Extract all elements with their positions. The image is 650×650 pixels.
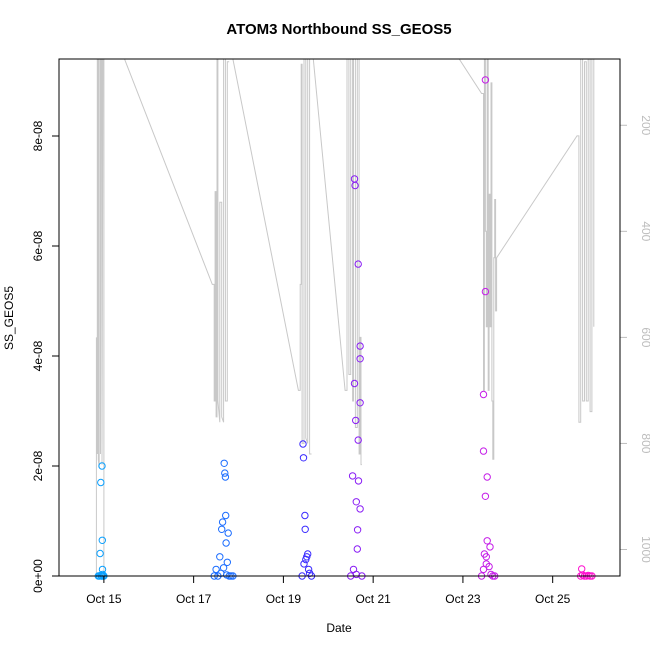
- data-point: [354, 436, 362, 444]
- data-point: [219, 564, 228, 572]
- data-point: [300, 560, 308, 568]
- data-point: [304, 550, 312, 558]
- data-point: [221, 469, 229, 477]
- data-point: [218, 525, 226, 533]
- data-point: [487, 570, 495, 579]
- data-point: [479, 390, 488, 399]
- data-point: [301, 511, 309, 520]
- y-tick-label: 6e-08: [31, 230, 45, 261]
- data-point: [216, 553, 224, 561]
- data-point: [483, 473, 491, 481]
- data-point: [354, 477, 363, 485]
- data-point: [483, 537, 491, 545]
- y-tick-label: 8e-08: [31, 120, 45, 151]
- right-tick-label: 600: [639, 327, 650, 347]
- data-point: [356, 342, 364, 350]
- data-point: [299, 440, 307, 448]
- y-tick-label: 0e+00: [31, 559, 45, 593]
- right-tick-label: 800: [639, 433, 650, 453]
- data-point: [353, 526, 362, 534]
- data-point: [97, 478, 105, 487]
- data-point: [481, 76, 490, 84]
- x-tick-label: Oct 15: [86, 592, 122, 606]
- data-point: [348, 472, 357, 480]
- data-point: [578, 565, 586, 573]
- x-tick-label: Oct 25: [535, 592, 571, 606]
- data-point: [98, 462, 106, 470]
- y-axis-label: SS_GEOS5: [2, 286, 16, 350]
- data-point: [220, 459, 228, 467]
- data-point: [352, 498, 360, 506]
- data-point: [212, 565, 220, 574]
- x-axis: Oct 15 Oct 17 Oct 19 Oct 21 Oct 23 Oct 25: [86, 575, 571, 606]
- y-tick-label: 4e-08: [31, 340, 45, 371]
- data-point: [304, 565, 313, 574]
- data-point: [222, 539, 230, 547]
- pressure-line-1: [124, 59, 230, 423]
- x-tick-label: Oct 19: [266, 592, 302, 606]
- data-point: [221, 473, 230, 481]
- data-point: [356, 355, 364, 363]
- data-point: [299, 454, 308, 462]
- right-pressure-axis: 200 400 600 800 1000: [619, 115, 650, 563]
- plot-frame: [58, 58, 621, 577]
- data-point: [218, 518, 227, 526]
- x-tick-label: Oct 21: [355, 592, 391, 606]
- data-point: [356, 399, 364, 407]
- data-point: [578, 571, 587, 579]
- data-point: [353, 545, 361, 553]
- data-point: [98, 565, 107, 574]
- data-points: [94, 76, 596, 580]
- data-point: [354, 260, 362, 268]
- data-point: [481, 492, 490, 500]
- pressure-line-3: [312, 59, 362, 466]
- data-point: [224, 529, 232, 537]
- data-point: [98, 536, 107, 544]
- x-tick-label: Oct 23: [445, 592, 481, 606]
- data-point: [222, 511, 230, 520]
- right-tick-label: 1000: [639, 536, 650, 563]
- data-point: [486, 543, 494, 551]
- data-point: [223, 558, 232, 566]
- pressure-lines: [95, 59, 595, 576]
- y-axis: 0e+00 2e-08 4e-08 6e-08 8e-08: [31, 120, 60, 593]
- data-point: [479, 447, 488, 455]
- data-point: [350, 379, 359, 388]
- x-axis-label: Date: [326, 621, 352, 635]
- data-point: [482, 553, 490, 561]
- data-point: [352, 416, 360, 425]
- data-point: [479, 565, 488, 574]
- right-tick-label: 200: [639, 115, 650, 135]
- data-point: [356, 505, 364, 513]
- data-point: [351, 181, 359, 190]
- data-point: [481, 287, 490, 296]
- chart-title: ATOM3 Northbound SS_GEOS5: [226, 21, 451, 38]
- pressure-line-4: [458, 59, 595, 460]
- x-tick-label: Oct 17: [176, 592, 212, 606]
- pressure-line-2: [232, 59, 312, 455]
- pressure-line-0: [95, 59, 105, 576]
- data-point: [96, 549, 104, 558]
- y-tick-label: 2e-08: [31, 450, 45, 481]
- right-tick-label: 400: [639, 221, 650, 241]
- data-point: [301, 525, 309, 533]
